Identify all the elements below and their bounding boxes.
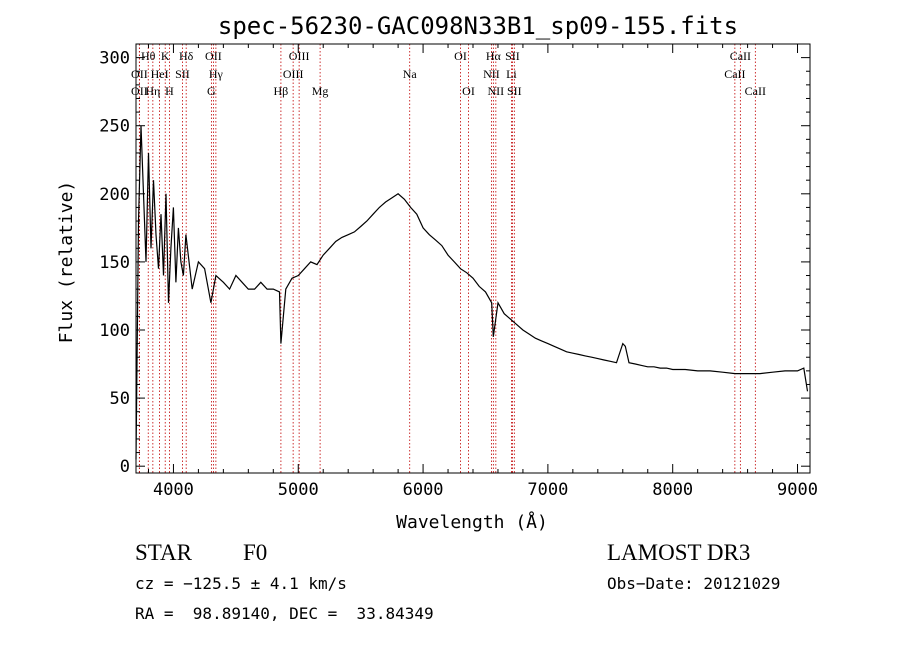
line-marker-label: SII: [505, 49, 520, 63]
x-tick-label: 6000: [403, 480, 444, 500]
y-tick-label: 250: [99, 117, 130, 137]
y-tick-label: 150: [99, 253, 130, 273]
spectrum-line: [135, 125, 809, 460]
line-marker-label: CaII: [724, 67, 745, 81]
line-markers: [138, 44, 756, 473]
line-marker-label: OII: [131, 67, 148, 81]
object-subclass: F0: [243, 540, 268, 565]
line-marker-label: OII: [131, 84, 148, 98]
line-marker-label: G: [207, 84, 216, 98]
object-class: STAR: [135, 540, 192, 565]
y-tick-label: 0: [120, 457, 130, 477]
y-tick-label: 300: [99, 49, 130, 69]
line-marker-label: SII: [175, 67, 190, 81]
line-marker-label: Na: [403, 67, 418, 81]
observation-date: Obs−Date: 20121029: [607, 574, 781, 593]
line-marker-label: OI: [454, 49, 467, 63]
line-marker-label: K: [161, 49, 170, 63]
x-tick-label: 4000: [153, 480, 194, 500]
line-marker-label: OIII: [289, 49, 310, 63]
line-marker-label: Hδ: [179, 49, 194, 63]
line-marker-label: H: [165, 84, 174, 98]
plot-frame: [135, 43, 811, 474]
chart-title: spec-56230-GAC098N33B1_sp09-155.fits: [218, 12, 738, 40]
line-marker-label: Li: [506, 67, 517, 81]
line-marker-label: Hα: [486, 49, 502, 63]
line-marker-label: Hθ: [141, 49, 156, 63]
x-tick-label: 9000: [777, 480, 818, 500]
line-marker-label: HeI: [151, 67, 169, 81]
y-axis: 0 50 100 150 200 250 300: [99, 49, 810, 477]
survey-name: LAMOST DR3: [607, 540, 751, 565]
line-marker-label: Hγ: [209, 67, 224, 81]
y-axis-label: Flux (relative): [56, 181, 77, 344]
redshift-value: cz = −125.5 ± 4.1 km/s: [135, 574, 347, 593]
x-tick-label: 5000: [278, 480, 319, 500]
line-marker-label: Mg: [312, 84, 329, 98]
x-axis-label: Wavelength (Å): [396, 511, 548, 533]
line-marker-label: CaII: [745, 84, 766, 98]
line-marker-label: SII: [507, 84, 522, 98]
x-tick-label: 7000: [527, 480, 568, 500]
line-marker-label: NII: [483, 67, 500, 81]
y-tick-label: 100: [99, 321, 130, 341]
y-tick-label: 50: [110, 389, 130, 409]
line-marker-label: Hη: [145, 84, 160, 98]
x-tick-label: 8000: [652, 480, 693, 500]
coordinates: RA = 98.89140, DEC = 33.84349: [135, 604, 434, 623]
line-marker-label: OIII: [283, 67, 304, 81]
line-marker-label: NII: [488, 84, 505, 98]
x-axis: 4000 5000 6000 7000 8000 9000: [147, 44, 818, 500]
line-marker-label: OII: [205, 49, 222, 63]
line-marker-label: OI: [462, 84, 475, 98]
line-marker-label: Hβ: [274, 84, 289, 98]
line-marker-label: CaII: [730, 49, 751, 63]
y-tick-label: 200: [99, 185, 130, 205]
